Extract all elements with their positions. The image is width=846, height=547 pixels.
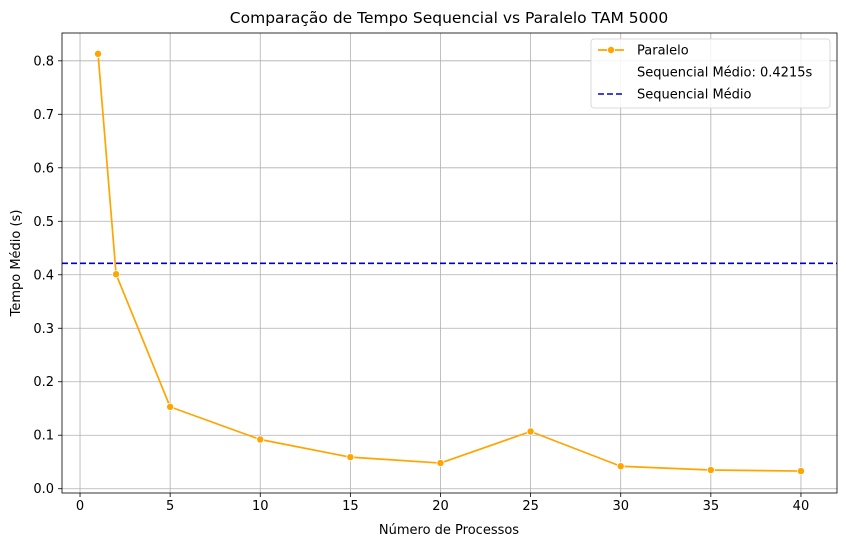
y-tick-label: 0.1 — [33, 429, 54, 444]
y-tick-label: 0.6 — [33, 161, 54, 176]
data-point — [112, 270, 121, 279]
x-tick-label: 30 — [612, 499, 629, 514]
x-tick-label: 15 — [342, 499, 359, 514]
y-tick-label: 0.3 — [33, 322, 54, 337]
data-point — [796, 467, 805, 476]
y-tick-label: 0.5 — [33, 215, 54, 230]
x-tick-label: 0 — [76, 499, 84, 514]
data-point — [94, 49, 103, 58]
data-point — [706, 465, 715, 474]
x-tick-label: 10 — [252, 499, 269, 514]
data-point — [436, 459, 445, 468]
series-layer — [94, 49, 805, 476]
y-axis-ticks: 0.0 0.1 0.2 0.3 0.4 0.5 0.6 0.7 0.8 — [33, 54, 62, 497]
plot-area-frame — [61, 32, 838, 494]
y-tick-label: 0.2 — [33, 375, 54, 390]
series-line-paralelo — [97, 53, 801, 472]
legend-marker-paralelo — [607, 46, 616, 55]
x-tick-label: 20 — [432, 499, 449, 514]
x-tick-label: 25 — [522, 499, 539, 514]
grid — [62, 33, 837, 493]
y-tick-label: 0.4 — [33, 268, 54, 283]
data-point — [166, 402, 175, 411]
x-tick-label: 40 — [793, 499, 810, 514]
data-point — [526, 427, 535, 436]
y-tick-label: 0.8 — [33, 54, 54, 69]
y-axis-title: Tempo Médio (s) — [9, 210, 24, 318]
x-axis-title: Número de Processos — [379, 523, 519, 538]
x-tick-label: 5 — [166, 499, 174, 514]
y-tick-label: 0.7 — [33, 108, 54, 123]
x-axis-ticks: 0 5 10 15 20 25 30 35 40 — [76, 493, 809, 514]
y-tick-label: 0.0 — [33, 482, 54, 497]
chart-title: Comparação de Tempo Sequencial vs Parale… — [230, 9, 668, 27]
x-tick-label: 35 — [703, 499, 720, 514]
data-point — [346, 453, 355, 462]
legend-label: Sequencial Médio: 0.4215s — [637, 66, 812, 81]
legend: Paralelo Sequencial Médio: 0.4215s Sequenc… — [590, 38, 831, 109]
legend-label: Sequencial Médio — [637, 88, 752, 103]
data-point — [616, 462, 625, 471]
legend-label: Paralelo — [637, 44, 689, 59]
data-point — [256, 435, 265, 444]
legend-box — [590, 38, 831, 109]
